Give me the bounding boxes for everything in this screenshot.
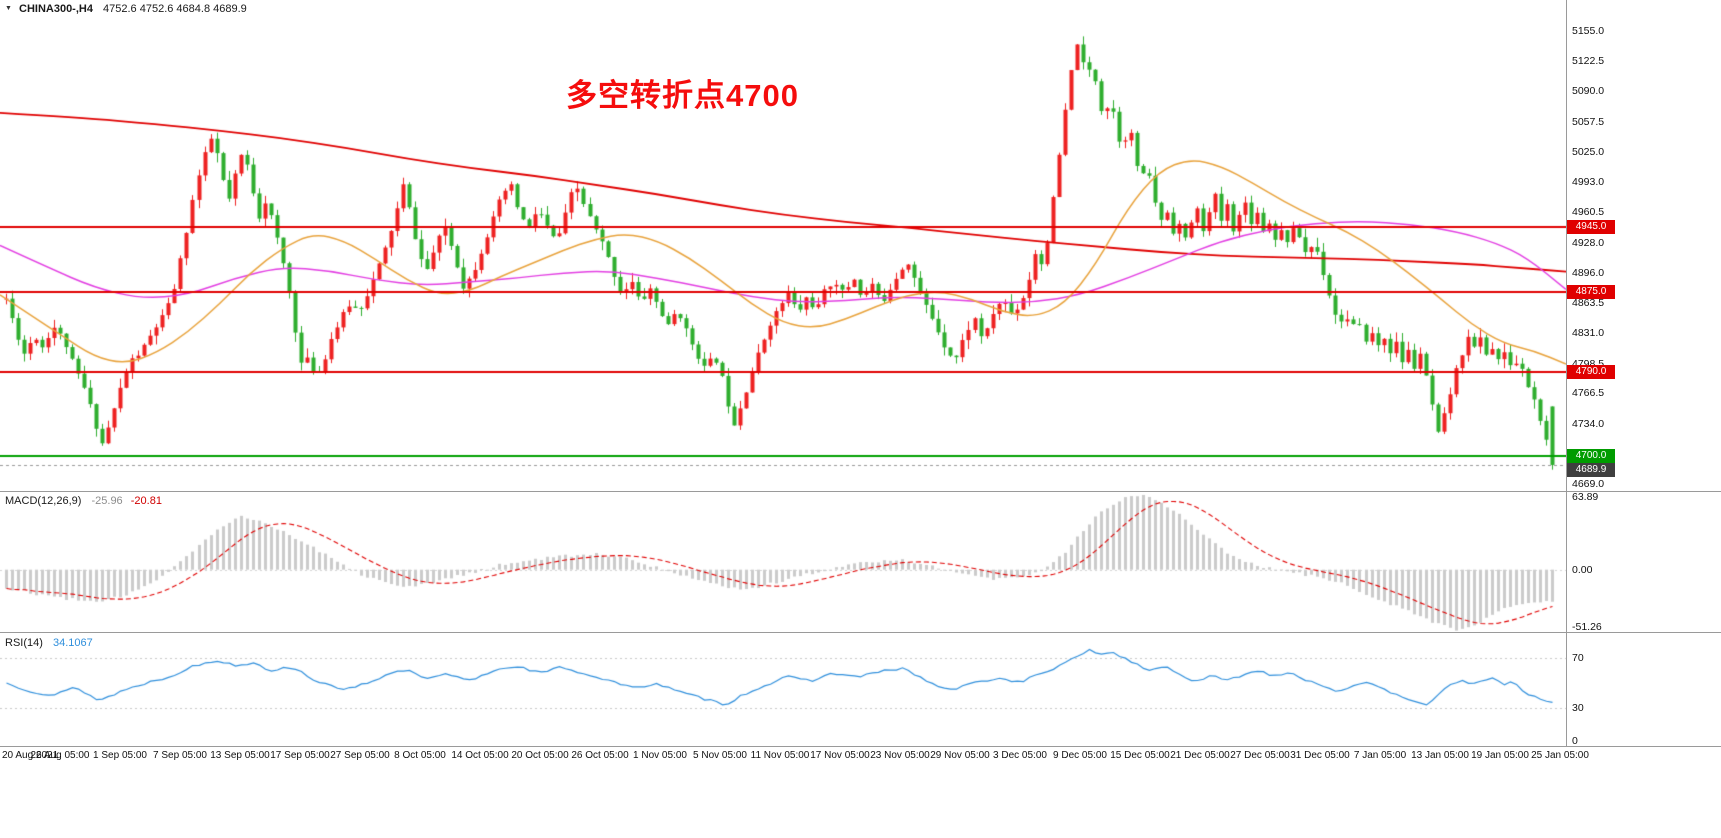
panel-divider-rsi[interactable] [0, 632, 1721, 633]
price-axis-label: 4863.5 [1572, 296, 1605, 309]
time-axis-label: 11 Nov 05:00 [750, 750, 810, 761]
annotation-text[interactable]: 多空转折点4700 [566, 78, 799, 113]
time-axis-label: 27 Sep 05:00 [330, 750, 390, 761]
level-price-tag: 4790.0 [1567, 364, 1615, 379]
time-axis-label: 5 Nov 05:00 [693, 750, 747, 761]
time-axis-label: 19 Jan 05:00 [1471, 750, 1529, 761]
level-price-tag: 4945.0 [1567, 219, 1615, 234]
rsi-axis-label: 70 [1572, 652, 1584, 665]
time-axis-label: 26 Aug 05:00 [30, 750, 90, 761]
price-axis-label: 4734.0 [1572, 417, 1605, 430]
macd-axis-label: 63.89 [1572, 491, 1599, 503]
ohlc-values: 4752.6 4752.6 4684.8 4689.9 [103, 3, 247, 15]
macd-axis-label: 0.00 [1572, 563, 1593, 576]
level-price-tag: 4700.0 [1567, 448, 1615, 463]
rsi-axis-label: 30 [1572, 702, 1584, 715]
price-axis-label: 4960.5 [1572, 206, 1605, 219]
macd-signal-value: -20.81 [130, 495, 162, 507]
current-price-tag: 4689.9 [1567, 462, 1615, 477]
time-axis-label: 7 Sep 05:00 [153, 750, 207, 761]
price-axis-label: 4766.5 [1572, 387, 1605, 400]
time-axis-label: 17 Sep 05:00 [270, 750, 330, 761]
time-axis-label: 1 Nov 05:00 [633, 750, 687, 761]
price-axis-label: 4798.5 [1572, 357, 1605, 370]
time-axis-label: 20 Oct 05:00 [511, 750, 569, 761]
time-axis-label: 1 Sep 05:00 [93, 750, 147, 761]
panel-divider-time[interactable] [0, 746, 1721, 747]
macd-indicator-name: MACD(12,26,9) [5, 495, 82, 507]
price-axis-label: 5057.5 [1572, 115, 1605, 128]
rsi-value: 34.1067 [52, 637, 93, 649]
time-axis-label: 31 Dec 05:00 [1290, 750, 1350, 761]
price-axis-label: 4896.0 [1572, 266, 1605, 279]
time-axis-label: 15 Dec 05:00 [1110, 750, 1170, 761]
macd-chart-canvas[interactable] [0, 492, 1566, 632]
price-axis-label: 4669.0 [1572, 478, 1605, 491]
macd-value: -25.96 [91, 495, 123, 507]
price-chart-canvas[interactable] [0, 0, 1566, 491]
time-axis-label: 20 Aug 2021 [2, 750, 59, 761]
time-axis-label: 29 Nov 05:00 [930, 750, 990, 761]
price-axis-label: 5090.0 [1572, 85, 1605, 98]
chart-menu-icon[interactable]: ▼ [5, 5, 12, 12]
time-axis-label: 8 Oct 05:00 [394, 750, 446, 761]
price-axis-label: 5122.5 [1572, 55, 1605, 68]
symbol-period-label: CHINA300-,H4 [19, 3, 93, 15]
rsi-indicator-name: RSI(14) [5, 637, 43, 649]
price-axis-label: 5155.0 [1572, 24, 1605, 37]
time-axis-label: 7 Jan 05:00 [1353, 750, 1407, 761]
time-axis-label: 26 Oct 05:00 [571, 750, 629, 761]
time-axis-label: 17 Nov 05:00 [810, 750, 870, 761]
panel-divider-macd[interactable] [0, 491, 1721, 492]
time-axis-label: 13 Jan 05:00 [1411, 750, 1469, 761]
rsi-panel-title: RSI(14) 34.1067 [5, 637, 93, 649]
time-axis-label: 9 Dec 05:00 [1053, 750, 1107, 761]
price-axis-border [1566, 0, 1567, 746]
price-axis-label: 4831.0 [1572, 327, 1605, 340]
price-axis-label: 5025.0 [1572, 146, 1605, 159]
rsi-chart-canvas[interactable] [0, 633, 1566, 746]
time-axis-label: 21 Dec 05:00 [1170, 750, 1230, 761]
time-axis-label: 14 Oct 05:00 [451, 750, 509, 761]
time-axis-label: 3 Dec 05:00 [993, 750, 1047, 761]
symbol-info-bar: ▼ CHINA300-,H4 4752.6 4752.6 4684.8 4689… [5, 3, 247, 15]
price-axis-label: 4928.0 [1572, 236, 1605, 249]
time-axis-label: 25 Jan 05:00 [1531, 750, 1589, 761]
macd-panel-title: MACD(12,26,9) -25.96 -20.81 [5, 495, 162, 507]
level-price-tag: 4875.0 [1567, 285, 1615, 300]
time-axis-label: 13 Sep 05:00 [210, 750, 270, 761]
time-axis-label: 27 Dec 05:00 [1230, 750, 1290, 761]
price-axis-label: 4993.0 [1572, 176, 1605, 189]
time-axis-label: 23 Nov 05:00 [870, 750, 930, 761]
